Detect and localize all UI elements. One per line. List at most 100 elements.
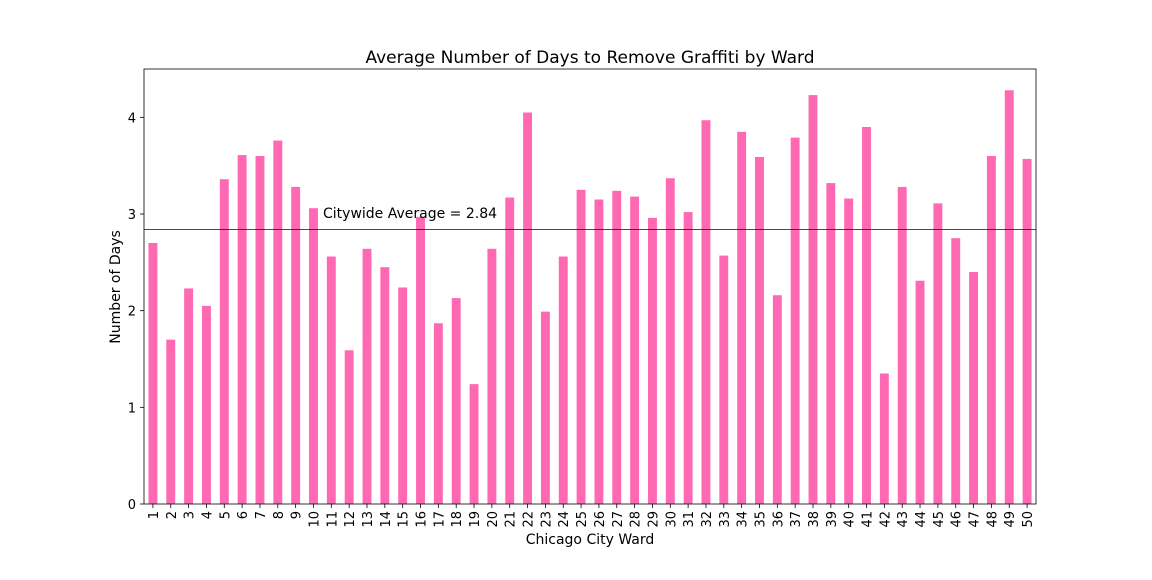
x-tick-label: 22 xyxy=(522,511,537,528)
x-tick-label: 33 xyxy=(718,511,733,528)
y-axis-ticks: 0 1 2 3 4 xyxy=(128,111,144,513)
bar-ward-13 xyxy=(362,248,372,504)
bar-ward-21 xyxy=(505,197,515,504)
x-tick-label: 28 xyxy=(629,511,644,528)
reference-line-group: Citywide Average = 2.84 xyxy=(144,206,1036,230)
x-tick-label: 5 xyxy=(218,511,233,519)
bar-ward-49 xyxy=(1004,90,1014,505)
x-tick-label: 24 xyxy=(557,511,572,528)
bar-ward-5 xyxy=(219,179,229,504)
bar-ward-23 xyxy=(540,311,550,504)
bar-ward-32 xyxy=(701,120,711,504)
bar-ward-24 xyxy=(558,256,568,504)
bar-ward-45 xyxy=(933,203,943,504)
y-tick-label: 1 xyxy=(128,401,136,416)
x-tick-label: 6 xyxy=(236,511,251,519)
bar-ward-2 xyxy=(166,339,176,504)
x-tick-label: 49 xyxy=(1003,511,1018,528)
bar-ward-17 xyxy=(433,323,443,504)
x-tick-label: 27 xyxy=(611,511,626,528)
bar-ward-22 xyxy=(523,112,533,504)
bar-ward-3 xyxy=(184,288,194,504)
x-tick-label: 41 xyxy=(861,511,876,528)
bar-ward-36 xyxy=(772,295,782,504)
x-tick-label: 23 xyxy=(539,511,554,528)
bar-ward-40 xyxy=(844,198,854,504)
x-tick-label: 43 xyxy=(896,511,911,528)
x-tick-label: 14 xyxy=(379,511,394,528)
x-tick-label: 26 xyxy=(593,511,608,528)
x-tick-label: 44 xyxy=(914,511,929,528)
bar-ward-14 xyxy=(380,267,390,504)
x-tick-label: 9 xyxy=(290,511,305,519)
bar-ward-37 xyxy=(790,137,800,504)
x-tick-label: 7 xyxy=(254,511,269,519)
bar-ward-20 xyxy=(487,248,497,504)
x-tick-label: 1 xyxy=(147,511,162,519)
x-tick-label: 37 xyxy=(789,511,804,528)
x-tick-label: 16 xyxy=(415,511,430,528)
x-tick-label: 2 xyxy=(165,511,180,519)
x-tick-label: 31 xyxy=(682,511,697,528)
bar-ward-42 xyxy=(879,373,889,504)
x-tick-label: 19 xyxy=(468,511,483,528)
bar-ward-33 xyxy=(719,255,729,504)
bar-ward-8 xyxy=(273,140,283,504)
bars-group xyxy=(148,90,1032,505)
bar-ward-18 xyxy=(451,298,461,504)
bar-ward-7 xyxy=(255,156,265,504)
x-tick-label: 12 xyxy=(343,511,358,528)
bar-ward-43 xyxy=(897,186,907,504)
bar-ward-39 xyxy=(826,183,836,504)
bar-ward-48 xyxy=(986,156,996,504)
bar-ward-16 xyxy=(416,216,425,504)
y-tick-label: 0 xyxy=(128,498,136,513)
bar-ward-26 xyxy=(594,199,604,504)
x-tick-label: 11 xyxy=(325,511,340,528)
x-axis-label: Chicago City Ward xyxy=(526,532,655,548)
plot-frame xyxy=(143,68,1037,505)
x-tick-label: 38 xyxy=(807,511,822,528)
x-tick-label: 42 xyxy=(878,511,893,528)
y-tick-label: 4 xyxy=(128,111,136,126)
bar-ward-46 xyxy=(951,238,961,505)
bar-ward-6 xyxy=(237,155,247,504)
bar-ward-1 xyxy=(148,243,158,504)
bar-ward-47 xyxy=(969,272,979,504)
x-tick-label: 35 xyxy=(753,511,768,528)
bar-ward-38 xyxy=(808,95,818,504)
x-tick-label: 17 xyxy=(432,511,447,528)
x-tick-label: 21 xyxy=(504,511,519,528)
x-tick-label: 47 xyxy=(968,511,983,528)
bar-ward-25 xyxy=(576,189,586,504)
y-tick-label: 3 xyxy=(128,208,136,223)
bar-ward-41 xyxy=(862,127,871,504)
x-tick-label: 50 xyxy=(1021,511,1036,528)
x-tick-label: 4 xyxy=(200,511,215,519)
bar-ward-35 xyxy=(755,156,764,504)
bar-ward-27 xyxy=(612,190,622,505)
bar-ward-50 xyxy=(1022,158,1032,504)
x-tick-label: 30 xyxy=(664,511,679,528)
bar-ward-44 xyxy=(915,280,925,504)
citywide-average-label: Citywide Average = 2.84 xyxy=(323,206,497,222)
x-tick-label: 3 xyxy=(183,511,198,519)
x-tick-label: 25 xyxy=(575,511,590,528)
bar-ward-30 xyxy=(665,178,675,505)
y-axis-label: Number of Days xyxy=(108,230,124,344)
x-tick-label: 8 xyxy=(272,511,287,519)
bar-ward-19 xyxy=(469,384,479,504)
bar-ward-15 xyxy=(398,287,408,504)
bar-ward-34 xyxy=(737,131,747,504)
bar-ward-11 xyxy=(326,256,336,504)
x-tick-label: 32 xyxy=(700,511,715,528)
bar-ward-28 xyxy=(630,196,640,504)
bar-ward-9 xyxy=(291,186,301,504)
x-tick-label: 18 xyxy=(450,511,465,528)
x-tick-label: 39 xyxy=(825,511,840,528)
x-tick-label: 45 xyxy=(932,511,947,528)
x-tick-label: 10 xyxy=(307,511,322,528)
x-tick-label: 29 xyxy=(646,511,661,528)
